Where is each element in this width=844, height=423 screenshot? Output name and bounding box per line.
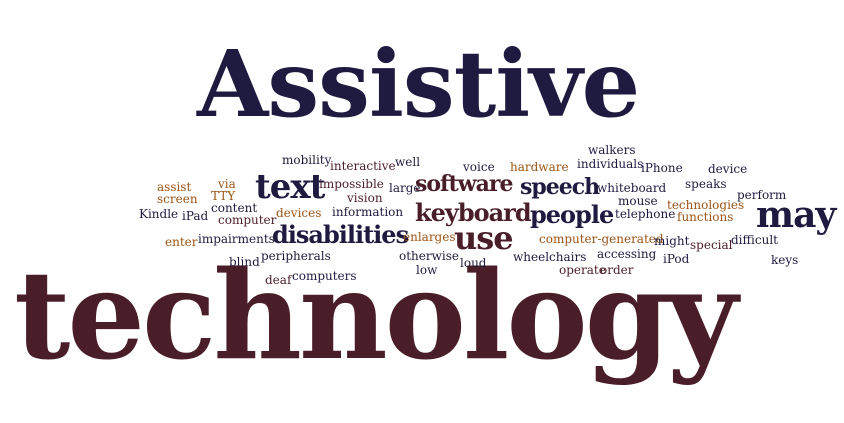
word-deaf: deaf bbox=[265, 273, 292, 287]
word-may: may bbox=[756, 194, 836, 236]
word-large: large bbox=[389, 181, 421, 195]
word-disabilities: disabilities bbox=[272, 220, 409, 249]
word-tty: TTY bbox=[211, 189, 236, 203]
word-information: information bbox=[332, 205, 404, 219]
word-might: might bbox=[654, 234, 690, 248]
word-technology: technology bbox=[14, 243, 738, 387]
word-kindle: Kindle bbox=[139, 207, 179, 221]
word-keyboard: keyboard bbox=[415, 198, 532, 227]
word-assistive: Assistive bbox=[197, 30, 640, 138]
word-impairments: impairments bbox=[198, 232, 275, 246]
word-screen: screen bbox=[157, 192, 198, 206]
word-peripherals: peripherals bbox=[261, 249, 331, 263]
word-difficult: difficult bbox=[731, 233, 778, 247]
word-low: low bbox=[416, 263, 438, 277]
word-individuals: individuals bbox=[577, 157, 644, 171]
word-hardware: hardware bbox=[510, 160, 569, 174]
word-devices: devices bbox=[276, 206, 322, 220]
word-voice: voice bbox=[463, 160, 495, 174]
word-ipod: iPod bbox=[663, 252, 690, 266]
word-keys: keys bbox=[771, 253, 799, 267]
word-content: content bbox=[211, 201, 258, 215]
word-mobility: mobility bbox=[282, 153, 332, 167]
word-device: device bbox=[708, 162, 748, 176]
word-well: well bbox=[395, 155, 421, 169]
word-speaks: speaks bbox=[685, 177, 727, 191]
word-accessing: accessing bbox=[597, 247, 657, 261]
word-otherwise: otherwise bbox=[399, 249, 459, 263]
word-walkers: walkers bbox=[588, 143, 636, 157]
word-blind: blind bbox=[229, 255, 260, 269]
word-software: software bbox=[415, 171, 513, 197]
word-enlarges: enlarges bbox=[403, 230, 456, 244]
word-functions: functions bbox=[677, 210, 734, 224]
word-whiteboard: whiteboard bbox=[597, 181, 667, 195]
word-vision: vision bbox=[347, 191, 383, 205]
word-speech: speech bbox=[520, 174, 600, 200]
word-special: special bbox=[690, 238, 733, 252]
word-loud: loud bbox=[460, 256, 487, 270]
word-computers: computers bbox=[292, 269, 357, 283]
word-enter: enter bbox=[165, 235, 198, 249]
word-technologies: technologies bbox=[667, 198, 745, 212]
word-perform: perform bbox=[737, 188, 787, 202]
word-people: people bbox=[530, 200, 614, 229]
word-telephone: telephone bbox=[615, 207, 676, 221]
word-ipad: iPad bbox=[182, 209, 209, 223]
word-order: order bbox=[600, 263, 634, 277]
word-computer-generated: computer-generated bbox=[539, 232, 664, 246]
word-mouse: mouse bbox=[618, 194, 658, 208]
word-iphone: iPhone bbox=[641, 161, 683, 175]
word-via: via bbox=[218, 177, 236, 191]
word-interactive: interactive bbox=[330, 159, 396, 173]
word-text: text bbox=[255, 167, 325, 207]
word-operate: operate bbox=[559, 263, 606, 277]
word-impossible: impossible bbox=[319, 177, 384, 191]
word-assist: assist bbox=[157, 180, 192, 194]
word-use: use bbox=[454, 219, 514, 257]
word-computer: computer bbox=[218, 213, 277, 227]
word-wheelchairs: wheelchairs bbox=[513, 250, 587, 264]
